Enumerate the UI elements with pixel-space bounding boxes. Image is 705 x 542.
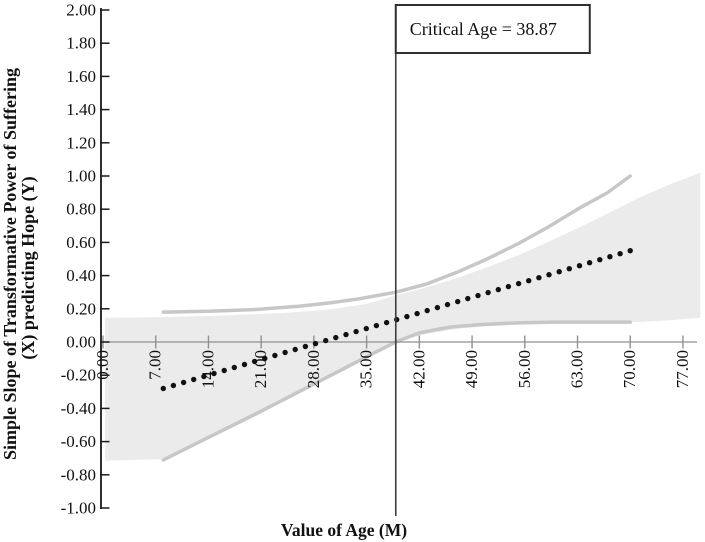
slope-dot bbox=[576, 263, 583, 269]
slope-dot bbox=[282, 349, 288, 356]
slope-dot bbox=[505, 283, 512, 290]
confidence-bound-curves bbox=[161, 174, 632, 462]
x-tick-label: 28.00 bbox=[304, 350, 323, 388]
slope-dot bbox=[444, 301, 451, 308]
y-tick-label: 1.80 bbox=[66, 34, 96, 53]
slope-dot bbox=[363, 325, 369, 332]
annotation-box bbox=[394, 4, 591, 54]
y-tick-label: 1.00 bbox=[66, 167, 96, 186]
slope-dot bbox=[160, 385, 166, 392]
x-tick-label: 77.00 bbox=[673, 350, 692, 388]
slope-dot bbox=[383, 319, 390, 326]
y-tick-label: 0.80 bbox=[66, 200, 96, 219]
slope-dot bbox=[241, 361, 248, 368]
slope-dot bbox=[546, 272, 552, 278]
confidence-band-region bbox=[105, 172, 701, 461]
y-axis-title-line1: Simple Slope of Transformative Power of … bbox=[0, 68, 20, 460]
y-tick-label: 1.20 bbox=[66, 133, 96, 152]
x-tick-label: 14.00 bbox=[198, 350, 217, 388]
x-tick-label: 42.00 bbox=[409, 350, 428, 388]
slope-dot bbox=[424, 307, 430, 314]
slope-dot bbox=[485, 289, 491, 296]
y-tick-label: 0.20 bbox=[66, 299, 96, 318]
y-tick-label: 0.60 bbox=[66, 233, 96, 252]
x-axis-title: Value of Age (M) bbox=[281, 520, 407, 540]
lower-confidence-bound bbox=[161, 320, 632, 462]
simple-slope-dotted-line bbox=[160, 248, 633, 392]
slope-dot bbox=[475, 292, 481, 299]
y-tick-label: -0.40 bbox=[61, 399, 96, 418]
slope-dot bbox=[515, 280, 522, 287]
slope-dot bbox=[262, 355, 268, 362]
annotation-text: Critical Age = 38.87 bbox=[410, 19, 557, 39]
slope-dot bbox=[455, 298, 461, 305]
slope-dot bbox=[170, 382, 177, 389]
slope-dot bbox=[536, 275, 542, 281]
slope-dot bbox=[586, 260, 593, 266]
y-tick-label: -1.00 bbox=[61, 499, 96, 518]
slope-dot bbox=[312, 340, 319, 347]
slope-dot bbox=[597, 257, 603, 263]
y-tick-label: -0.80 bbox=[61, 465, 96, 484]
slope-dot bbox=[404, 313, 410, 320]
y-tick-label: 0.00 bbox=[66, 333, 96, 352]
x-tick-label: 63.00 bbox=[568, 350, 587, 388]
x-tick-label: 70.00 bbox=[620, 350, 639, 388]
x-tick-label: 56.00 bbox=[515, 350, 534, 388]
y-tick-label: 1.60 bbox=[66, 67, 96, 86]
slope-dot bbox=[343, 331, 349, 338]
slope-dot bbox=[201, 373, 207, 380]
slope-dot bbox=[272, 352, 278, 359]
slope-dot bbox=[292, 346, 298, 353]
slope-dot bbox=[373, 322, 380, 329]
slope-dot bbox=[333, 334, 339, 341]
upper-confidence-bound bbox=[161, 174, 632, 314]
x-tick-label: 35.00 bbox=[357, 350, 376, 388]
slope-dot bbox=[526, 278, 532, 284]
slope-dot bbox=[414, 310, 420, 317]
slope-dot bbox=[394, 316, 400, 323]
slope-dot bbox=[191, 376, 197, 383]
slope-dot bbox=[302, 343, 309, 350]
slope-dot bbox=[211, 370, 217, 377]
slope-dot bbox=[556, 269, 562, 275]
x-tick-label: 0.00 bbox=[93, 350, 112, 380]
x-tick-label: 7.00 bbox=[146, 350, 165, 380]
y-tick-label: 1.40 bbox=[66, 100, 96, 119]
y-tick-label: -0.20 bbox=[61, 366, 96, 385]
confidence-band-fill bbox=[105, 172, 701, 461]
slope-dot bbox=[180, 379, 187, 386]
slope-dot bbox=[617, 251, 623, 257]
y-axis-title-line2: (X) predicting Hope (Y) bbox=[18, 176, 39, 359]
slope-dot bbox=[495, 286, 501, 293]
slope-dot bbox=[353, 328, 359, 335]
slope-dot bbox=[231, 364, 237, 371]
x-tick-label: 21.00 bbox=[251, 350, 270, 388]
slope-dot bbox=[607, 254, 613, 260]
x-tick-label: 49.00 bbox=[462, 350, 481, 388]
slope-dot bbox=[627, 248, 633, 254]
y-axis: 2.00 1.80 1.60 1.40 1.20 1.00 0.80 0.60 0.40 0.20… bbox=[61, 1, 110, 518]
slope-dot bbox=[566, 266, 572, 272]
y-tick-label: -0.60 bbox=[61, 432, 96, 451]
slope-dot bbox=[434, 304, 441, 311]
slope-dot bbox=[465, 295, 471, 302]
slope-dot bbox=[323, 337, 329, 344]
slope-dot bbox=[251, 358, 258, 365]
y-tick-label: 2.00 bbox=[66, 1, 96, 20]
y-tick-label: 0.40 bbox=[66, 266, 96, 285]
slope-dot bbox=[221, 367, 227, 374]
